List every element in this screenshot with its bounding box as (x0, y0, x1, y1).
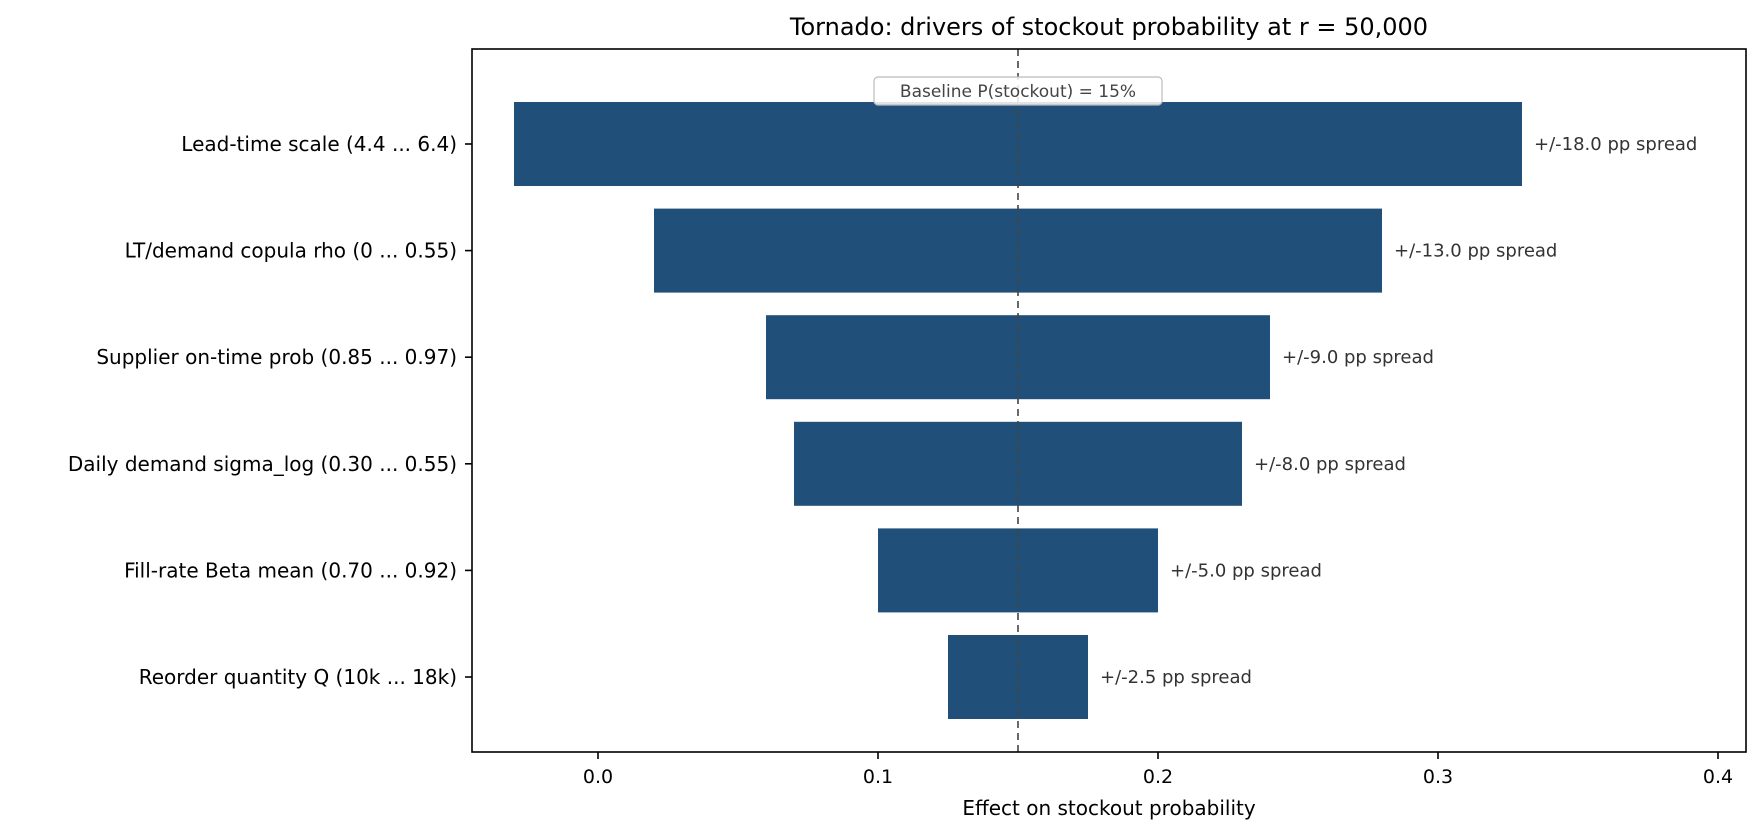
chart-title: Tornado: drivers of stockout probability… (789, 13, 1428, 41)
baseline-label-box (873, 76, 1163, 106)
x-tick-label-2: 0.2 (1143, 766, 1173, 788)
x-tick-label-3: 0.3 (1423, 766, 1453, 788)
y-axis: Lead-time scale (4.4 ... 6.4) LT/demand c… (68, 132, 472, 689)
y-tick-label-5: Reorder quantity Q (10k ... 18k) (139, 665, 457, 689)
x-tick-label-0: 0.0 (583, 766, 613, 788)
y-tick-label-2: Supplier on-time prob (0.85 ... 0.97) (96, 345, 457, 369)
bar-label-4: +/-5.0 pp spread (1170, 560, 1322, 581)
y-tick-label-4: Fill-rate Beta mean (0.70 ... 0.92) (124, 558, 457, 582)
y-tick-label-0: Lead-time scale (4.4 ... 6.4) (181, 132, 457, 156)
y-tick-label-1: LT/demand copula rho (0 ... 0.55) (125, 239, 457, 263)
bar-label-0: +/-18.0 pp spread (1534, 134, 1697, 155)
y-tick-label-3: Daily demand sigma_log (0.30 ... 0.55) (68, 452, 457, 476)
bar-label-3: +/-8.0 pp spread (1254, 454, 1406, 475)
x-tick-label-4: 0.4 (1703, 766, 1733, 788)
plot-frame (471, 48, 1747, 753)
baseline-layer: Baseline P(stockout) = 15% (873, 49, 1163, 752)
x-tick-label-1: 0.1 (863, 766, 893, 788)
baseline-label: Baseline P(stockout) = 15% (900, 82, 1136, 102)
bar-label-2: +/-9.0 pp spread (1282, 347, 1434, 368)
bar-label-5: +/-2.5 pp spread (1100, 667, 1252, 688)
x-axis-label: Effect on stockout probability (962, 796, 1256, 820)
x-axis: 0.0 0.1 0.2 0.3 0.4 (583, 752, 1733, 788)
bars-layer: +/-18.0 pp spread +/-13.0 pp spread +/-9.0… (514, 102, 1697, 719)
bar-label-1: +/-13.0 pp spread (1394, 241, 1557, 262)
